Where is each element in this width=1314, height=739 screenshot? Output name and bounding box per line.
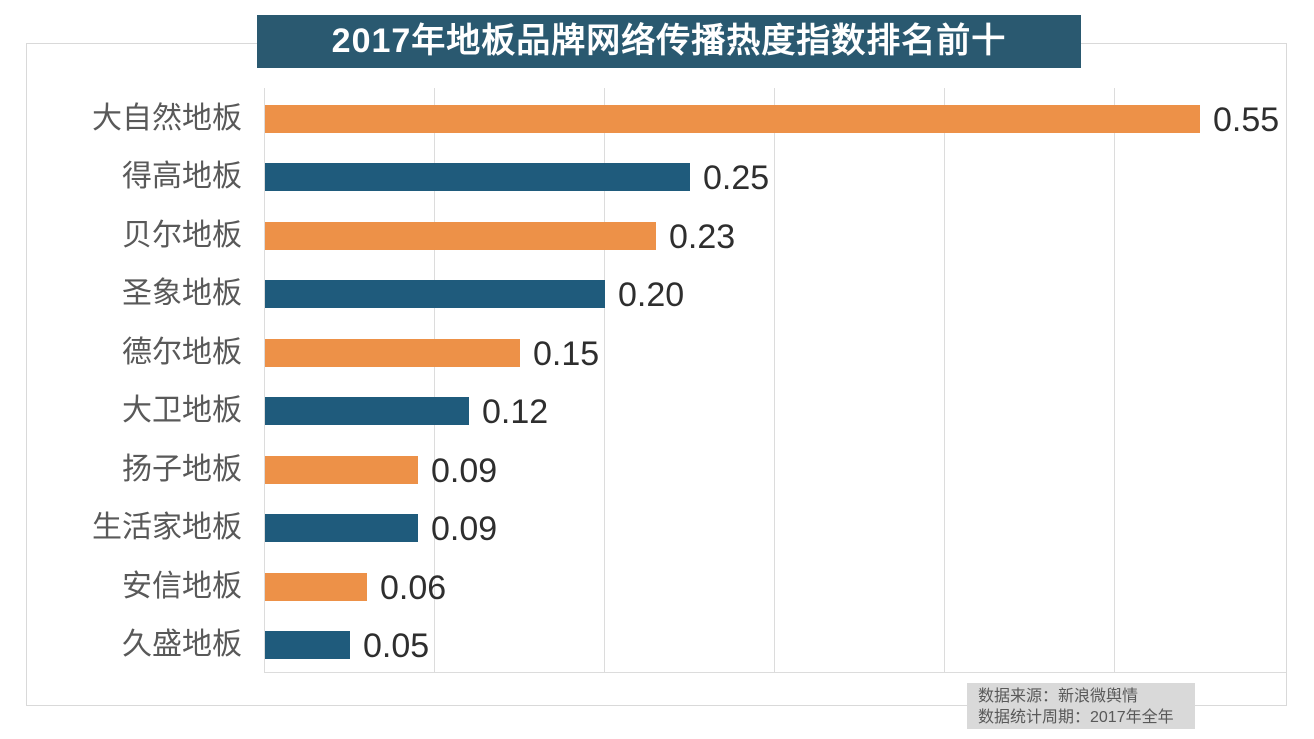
plot-frame	[26, 43, 1287, 706]
value-label: 0.05	[363, 627, 430, 665]
value-label: 0.23	[669, 218, 736, 256]
value-label: 0.12	[482, 393, 549, 431]
bar-4	[265, 339, 520, 367]
bar-0	[265, 105, 1200, 133]
source-line-1: 数据来源：新浪微舆情	[978, 688, 1139, 705]
category-label: 扬子地板	[122, 453, 242, 486]
bar-5	[265, 397, 469, 425]
bar-3	[265, 280, 605, 308]
x-gridline	[944, 88, 945, 672]
source-note: 数据来源：新浪微舆情 数据统计周期：2017年全年	[967, 683, 1195, 729]
value-label: 0.15	[533, 335, 600, 373]
bar-7	[265, 514, 418, 542]
category-label: 圣象地板	[122, 277, 242, 310]
value-label: 0.09	[431, 452, 498, 490]
category-label: 德尔地板	[122, 336, 242, 369]
x-axis-line	[264, 672, 1286, 673]
value-label: 0.55	[1213, 101, 1280, 139]
bar-1	[265, 163, 690, 191]
value-label: 0.25	[703, 159, 770, 197]
chart-title-banner: 2017年地板品牌网络传播热度指数排名前十	[257, 15, 1081, 68]
category-label: 安信地板	[122, 570, 242, 603]
x-gridline	[604, 88, 605, 672]
bar-9	[265, 631, 350, 659]
category-label: 大卫地板	[122, 394, 242, 427]
category-label: 大自然地板	[92, 102, 242, 135]
value-label: 0.06	[380, 569, 447, 607]
category-label: 贝尔地板	[122, 219, 242, 252]
x-gridline	[1114, 88, 1115, 672]
category-label: 得高地板	[122, 160, 242, 193]
value-label: 0.20	[618, 276, 685, 314]
category-label: 久盛地板	[122, 628, 242, 661]
bar-6	[265, 456, 418, 484]
category-label: 生活家地板	[92, 511, 242, 544]
source-line-2: 数据统计周期：2017年全年	[978, 709, 1174, 726]
x-gridline	[434, 88, 435, 672]
x-gridline	[774, 88, 775, 672]
bar-8	[265, 573, 367, 601]
y-axis-line	[264, 88, 265, 672]
bar-2	[265, 222, 656, 250]
value-label: 0.09	[431, 510, 498, 548]
